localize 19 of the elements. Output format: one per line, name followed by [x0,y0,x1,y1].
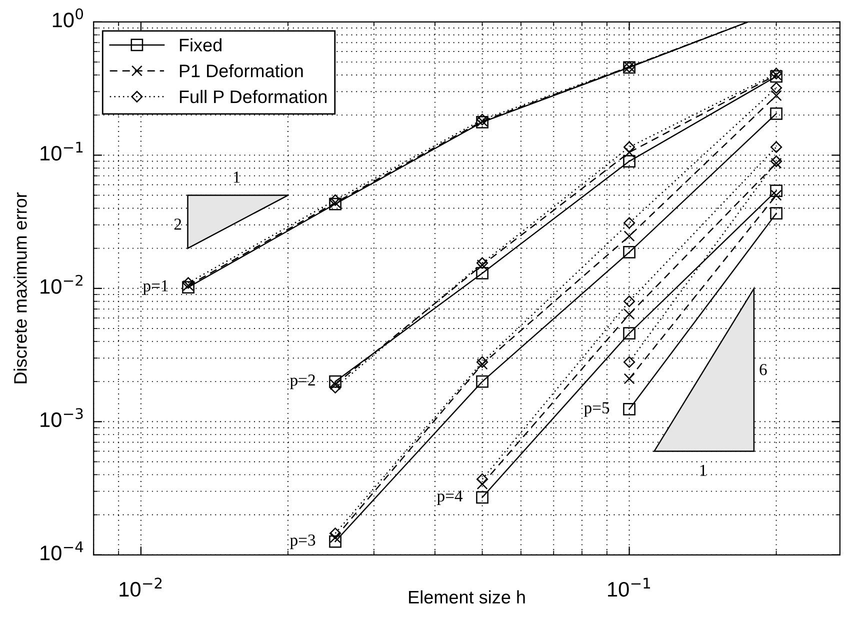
legend-label: Fixed [180,38,222,52]
annotation: p=4 [437,490,463,505]
y-tick-label: 10$^{0}$ [52,8,84,28]
annotation: p=5 [584,402,610,417]
annotation: p=3 [290,534,316,550]
annotation: 1 [700,464,706,476]
y-axis-title: Discrete maximum error [14,192,27,384]
annotation: 2 [174,218,182,230]
y-tick-label: 10$^{−2}$ [40,274,82,294]
annotation: 1 [234,172,240,183]
y-tick-label: 10$^{−3}$ [40,408,83,428]
y-tick-label: 10$^{−1}$ [40,142,83,161]
annotation: p=2 [290,374,315,390]
y-tick-label: 10$^{−4}$ [40,542,84,560]
annotation: p=1 [143,280,168,295]
x-axis-title: Element size h [409,590,525,604]
legend-label: P1 Deformation [180,64,303,78]
annotation: 6 [760,364,767,376]
legend-label: Full P Deformation [180,90,326,104]
